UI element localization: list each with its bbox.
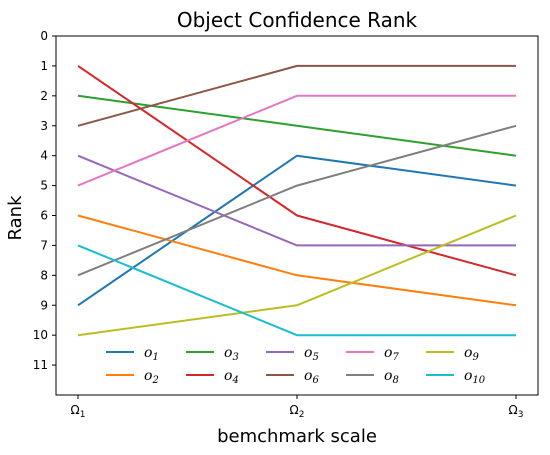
legend-label-o4: o4 [224,368,239,386]
series-line-o8 [77,124,517,277]
legend-label-o1: o1 [144,345,159,363]
series-line-o4 [77,65,517,277]
series-line-o10 [77,244,516,337]
legend: o1 o2 o3 o4 o5 o6 o7 o8 o9 o10 [106,345,486,386]
y-tick-label: 2 [40,89,48,103]
x-tick-label: Ω2 [290,403,305,420]
series-line-o2 [77,214,517,307]
y-tick-label: 0 [40,29,48,43]
y-tick-label: 4 [40,149,48,163]
legend-label-o7: o7 [384,345,399,363]
y-tick-label: 1 [40,59,48,73]
legend-label-o10: o10 [464,368,486,386]
series-line-o9 [77,214,517,337]
legend-label-o5: o5 [304,345,319,363]
legend-label-o6: o6 [304,368,319,386]
x-tick-label: Ω3 [509,403,524,420]
chart-title: Object Confidence Rank [177,8,418,32]
series-line-o5 [77,154,516,247]
y-tick-label: 11 [33,358,48,372]
series-line-o1 [77,154,517,307]
y-tick-label: 8 [40,268,48,282]
series-line-o7 [77,94,516,187]
legend-label-o3: o3 [224,345,239,363]
y-tick-label: 5 [40,179,48,193]
y-tick-label: 3 [40,119,48,133]
legend-label-o8: o8 [384,368,399,386]
y-axis-title: Rank [5,195,26,241]
legend-label-o2: o2 [144,368,159,386]
x-tick-label: Ω1 [71,403,86,420]
y-tick-label: 9 [40,298,48,312]
y-tick-label: 6 [40,209,48,223]
y-tick-label: 10 [33,328,48,342]
series-line-o3 [77,94,517,157]
series-line-o6 [77,64,516,127]
y-tick-label: 7 [40,238,48,252]
legend-label-o9: o9 [464,345,479,363]
x-axis-title: bemchmark scale [217,426,377,447]
